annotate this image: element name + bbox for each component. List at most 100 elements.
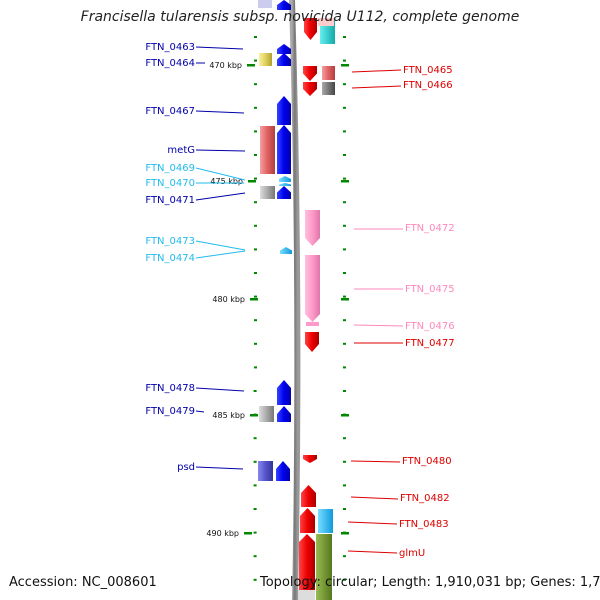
gene-label-FTN_0476[interactable]: FTN_0476: [405, 321, 455, 332]
minor-tick: [254, 272, 257, 274]
accession-text: Accession: NC_008601: [9, 575, 157, 590]
leader-line: [195, 466, 244, 470]
gene-label-FTN_0483[interactable]: FTN_0483: [399, 519, 449, 530]
minor-tick: [254, 366, 257, 369]
gene-label-FTN_0466[interactable]: FTN_0466: [403, 80, 453, 91]
gene-label-FTN_0479[interactable]: FTN_0479: [145, 406, 195, 417]
leader-line: [350, 460, 401, 463]
minor-tick: [343, 224, 346, 227]
scale-tick-label: 490 kbp: [206, 529, 239, 538]
leader-line: [195, 149, 246, 152]
major-tick: [250, 414, 258, 417]
minor-tick: [343, 342, 346, 345]
minor-tick: [253, 484, 257, 487]
leader-line: [351, 69, 402, 73]
minor-tick: [254, 319, 257, 322]
minor-tick: [343, 248, 346, 251]
minor-tick: [343, 484, 346, 487]
gene-label-FTN_0473[interactable]: FTN_0473: [145, 236, 195, 247]
minor-tick: [343, 130, 346, 133]
gene-feature-FTN_0466: [303, 82, 317, 96]
gene-feature-FTN_0477: [305, 332, 319, 352]
major-tick: [341, 180, 349, 183]
gene-feature-metG-cog: [260, 126, 275, 174]
genome-backbone: [289, 0, 301, 600]
gene-label-FTN_0475[interactable]: FTN_0475: [405, 284, 455, 295]
label-leader-lines: [195, 46, 404, 554]
gene-label-FTN_0474[interactable]: FTN_0474: [145, 253, 195, 264]
gene-label-FTN_0478[interactable]: FTN_0478: [145, 383, 195, 394]
gene-label-FTN_0477[interactable]: FTN_0477: [405, 338, 455, 349]
minor-tick: [254, 295, 257, 298]
gene-features: [258, 0, 335, 600]
major-tick: [341, 64, 349, 67]
minor-tick: [343, 555, 346, 558]
gene-label-FTN_0467[interactable]: FTN_0467: [145, 106, 195, 117]
gene-label-FTN_0471[interactable]: FTN_0471: [145, 195, 195, 206]
gene-label-FTN_0480[interactable]: FTN_0480: [402, 456, 452, 467]
gene-feature-top-left: [258, 0, 272, 8]
gene-feature-FTN_0482: [301, 485, 316, 507]
gene-label-FTN_0464[interactable]: FTN_0464: [145, 58, 195, 69]
major-tick: [244, 532, 252, 535]
major-tick: [341, 532, 349, 535]
gene-label-FTN_0470[interactable]: FTN_0470: [145, 178, 195, 189]
scale-tick-label: 485 kbp: [212, 411, 245, 420]
gene-label-metG[interactable]: metG: [167, 145, 195, 156]
gene-feature-FTN_0463: [277, 44, 291, 54]
gene-feature-FTN_0478: [277, 380, 291, 405]
gene-feature-FTN_0479: [277, 406, 291, 422]
gene-label-FTN_0465[interactable]: FTN_0465: [403, 65, 453, 76]
leader-line: [195, 240, 246, 251]
gene-label-glmU[interactable]: glmU: [399, 548, 425, 559]
gene-feature-FTN_0465-cog: [322, 66, 335, 80]
gene-feature-top-blue: [277, 0, 291, 10]
gene-feature-FTN_0466-cog: [322, 82, 335, 95]
gene-feature-FTN_0464-cog: [259, 53, 272, 66]
gene-label-FTN_0482[interactable]: FTN_0482: [400, 493, 450, 504]
leader-line: [347, 550, 398, 554]
backbone-line: [289, 0, 301, 600]
gene-feature-FTN_0483-cog: [318, 509, 333, 533]
leader-line: [195, 167, 246, 181]
gene-feature-FTN_0471-cog: [260, 186, 275, 199]
gene-feature-psd: [276, 461, 290, 481]
gene-feature-FTN_0476: [306, 322, 319, 326]
genome-summary-text: Topology: circular; Length: 1,910,031 bp…: [260, 575, 600, 590]
gene-feature-FTN_0467: [277, 96, 291, 125]
gene-label-psd[interactable]: psd: [177, 462, 195, 473]
gene-feature-top-red: [304, 18, 317, 40]
leader-line: [350, 496, 399, 500]
scale-tick-label: 470 kbp: [209, 61, 242, 70]
minor-tick: [253, 508, 257, 510]
minor-tick: [253, 578, 257, 581]
minor-tick: [343, 106, 346, 109]
minor-tick: [343, 366, 346, 369]
minor-tick: [254, 224, 257, 227]
minor-tick: [253, 390, 257, 392]
scale-tick-label: 480 kbp: [212, 295, 245, 304]
minor-tick: [343, 578, 346, 581]
gene-feature-glmU-cog: [316, 534, 332, 600]
gene-feature-metG: [277, 125, 291, 174]
minor-tick: [343, 272, 346, 274]
gene-feature-glmU: [299, 534, 315, 600]
major-tick: [250, 298, 258, 301]
minor-tick: [253, 460, 257, 463]
gene-label-FTN_0463[interactable]: FTN_0463: [145, 42, 195, 53]
minor-tick: [254, 83, 257, 86]
leader-line: [353, 324, 404, 327]
minor-tick: [343, 319, 346, 322]
minor-tick: [343, 508, 346, 510]
minor-tick: [253, 531, 257, 534]
gene-feature-FTN_0469: [279, 176, 291, 182]
minor-tick: [253, 555, 257, 558]
gene-label-FTN_0469[interactable]: FTN_0469: [145, 163, 195, 174]
leader-line: [195, 410, 205, 413]
gene-feature-psd-cog: [258, 461, 273, 481]
minor-tick: [343, 83, 346, 86]
gene-feature-FTN_0479-cog: [259, 406, 274, 422]
major-tick: [248, 180, 256, 183]
gene-label-FTN_0472[interactable]: FTN_0472: [405, 223, 455, 234]
